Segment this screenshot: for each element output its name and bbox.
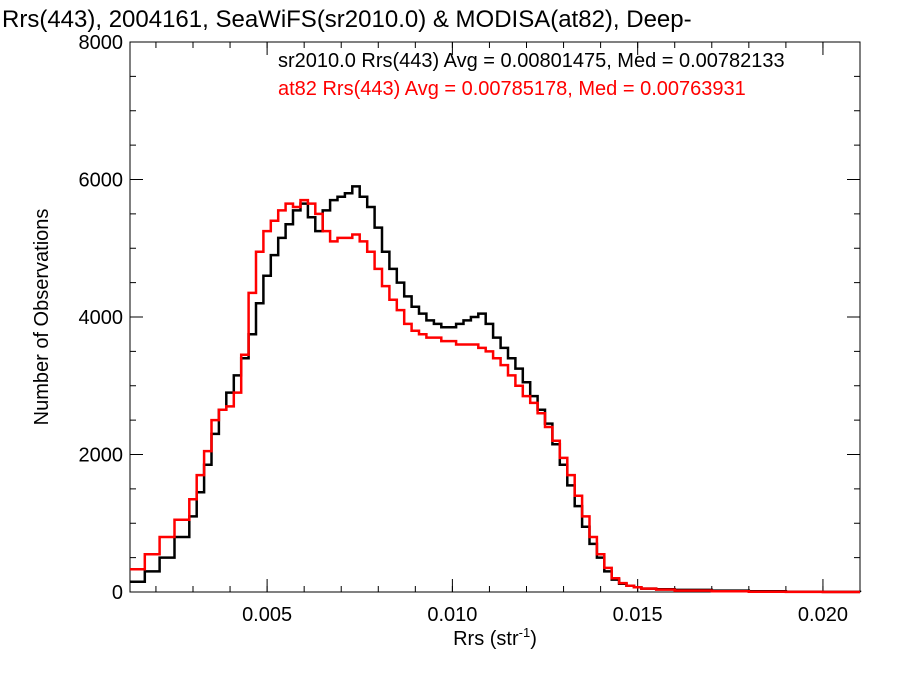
x-axis-title: Rrs (str-1): [453, 625, 537, 650]
axis-ticks: [130, 41, 861, 593]
x-axis-title-exponent: -1: [519, 625, 531, 640]
y-tick-label: 2000: [79, 445, 124, 467]
x-axis-title-close: ): [530, 628, 537, 650]
x-axis-title-main: Rrs (str: [453, 628, 519, 650]
series-modisa-line: [130, 198, 860, 594]
plot-frame: [129, 41, 861, 593]
y-tick-labels: 0 2000 4000 6000 8000: [79, 32, 124, 604]
annotation-modisa-stats: at82 Rrs(443) Avg = 0.00785178, Med = 0.…: [278, 78, 746, 100]
y-tick-label: 6000: [79, 170, 124, 192]
y-tick-label: 0: [112, 582, 123, 604]
series-seawifs-line: [130, 185, 862, 594]
y-axis-title: Number of Observations: [31, 209, 53, 426]
annotation-seawifs-stats: sr2010.0 Rrs(443) Avg = 0.00801475, Med …: [278, 50, 785, 72]
x-tick-label: 0.010: [427, 604, 477, 626]
x-tick-label: 0.015: [613, 604, 663, 626]
series-group: [130, 185, 862, 594]
x-tick-labels: 0.005 0.010 0.015 0.020: [242, 604, 848, 626]
x-tick-label: 0.020: [798, 604, 848, 626]
chart-title: Rrs(443), 2004161, SeaWiFS(sr2010.0) & M…: [2, 6, 692, 33]
x-tick-label: 0.005: [242, 604, 292, 626]
y-tick-label: 4000: [79, 307, 124, 329]
y-tick-label: 8000: [79, 32, 124, 54]
